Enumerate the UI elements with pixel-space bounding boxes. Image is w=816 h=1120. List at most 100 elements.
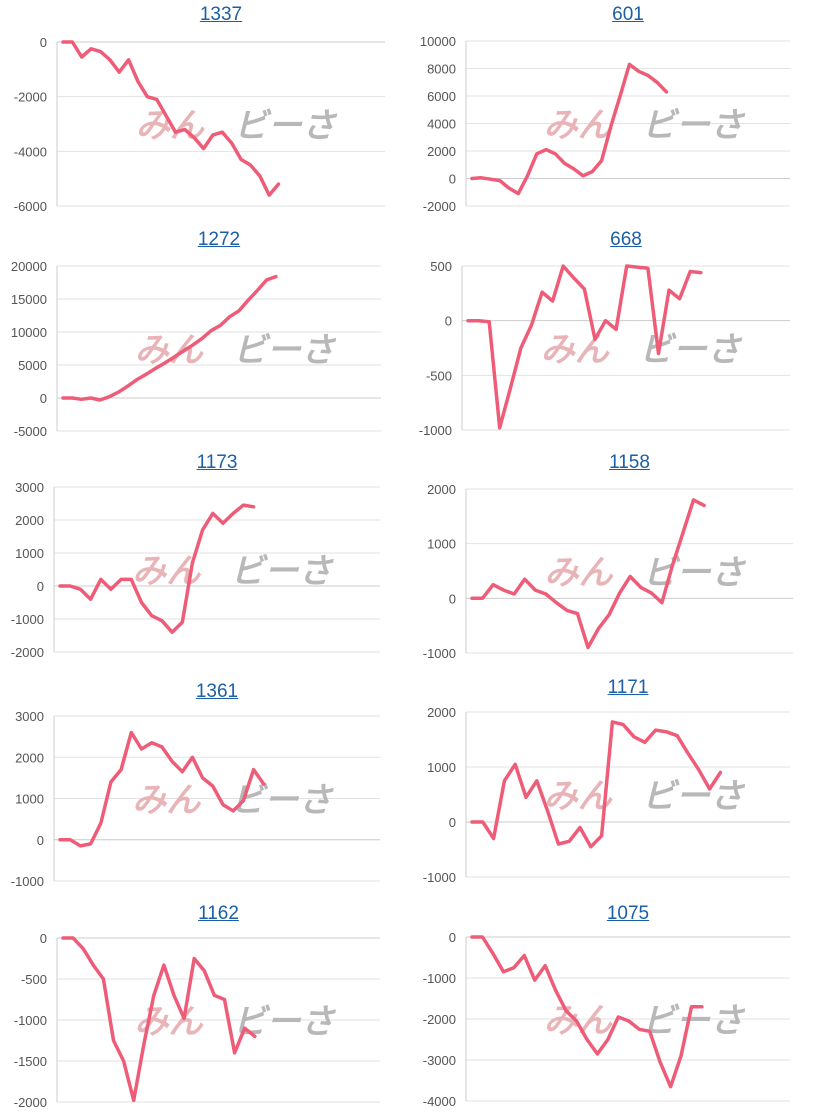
y-tick-label: 1000 [427, 537, 456, 552]
chart-panel: 1162 0 -500 -1000 -1500 -2000 みん ビーさ [0, 903, 408, 1117]
y-tick-label: 5000 [18, 358, 47, 373]
y-tick-label: -500 [21, 972, 47, 987]
series-line [58, 503, 256, 634]
chart-title-link[interactable]: 1158 [609, 452, 650, 473]
y-tick-label: 2000 [427, 144, 456, 159]
y-tick-label: -1000 [423, 646, 456, 661]
y-tick-label: 0 [449, 591, 456, 606]
y-tick-label: -2000 [11, 645, 44, 660]
watermark-logo: ビーさ [642, 553, 746, 593]
watermark-logo: ビーさ [233, 1002, 337, 1042]
series-line [466, 264, 703, 430]
chart-panel: 668 500 0 -500 -1000 みん ビーさ [408, 229, 816, 443]
series-line [470, 498, 706, 650]
watermark-logo: ビーさ [642, 106, 746, 146]
chart-title-link[interactable]: 668 [610, 229, 642, 250]
chart-panel: 1171 2000 1000 0 -1000 みん ビーさ [408, 677, 816, 891]
chart-panel: 1173 3000 2000 1000 0 -1000 -2000 みん ビーさ [0, 452, 408, 666]
watermark-logo: ビーさ [230, 552, 334, 592]
chart-title-link[interactable]: 1162 [198, 903, 239, 924]
y-tick-label: 0 [449, 930, 456, 945]
chart-panel: 1361 3000 2000 1000 0 -1000 みん ビーさ [0, 681, 408, 895]
series-line [61, 40, 281, 197]
y-tick-label: 0 [449, 815, 456, 830]
series-line [470, 720, 723, 849]
y-tick-label: -5000 [14, 424, 47, 439]
y-tick-label: 6000 [427, 89, 456, 104]
watermark-logo: ビーさ [230, 781, 334, 821]
y-tick-label: 1000 [15, 546, 44, 561]
series-line [470, 62, 669, 196]
y-tick-label: 0 [445, 314, 452, 329]
y-tick-label: 500 [430, 259, 452, 274]
y-tick-label: -1000 [14, 1013, 47, 1028]
y-tick-label: 10000 [11, 325, 47, 340]
y-tick-label: -2000 [423, 199, 456, 214]
series-line [58, 730, 266, 848]
y-tick-label: 0 [449, 172, 456, 187]
y-tick-label: -1000 [423, 870, 456, 885]
y-tick-label: -500 [426, 368, 452, 383]
y-tick-label: -1500 [14, 1054, 47, 1069]
y-tick-label: 2000 [15, 750, 44, 765]
y-tick-label: 2000 [427, 482, 456, 497]
y-tick-label: 20000 [11, 259, 47, 274]
y-tick-label: -1000 [423, 971, 456, 986]
chart-panel: 1272 20000 15000 10000 5000 0 -5000 みん ビーさ [0, 229, 408, 443]
y-tick-label: -3000 [423, 1053, 456, 1068]
y-tick-label: -4000 [423, 1094, 456, 1109]
y-tick-label: 2000 [15, 513, 44, 528]
watermark-logo: ビーさ [234, 106, 338, 146]
y-tick-label: 3000 [15, 480, 44, 495]
chart-panel: 601 10000 8000 6000 4000 2000 0 -2000 みん ビーさ [408, 4, 816, 218]
chart-panel: 1158 2000 1000 0 -1000 みん ビーさ [408, 452, 816, 666]
y-tick-label: 0 [37, 579, 44, 594]
y-tick-label: -2000 [14, 1095, 47, 1110]
chart-title-link[interactable]: 1337 [199, 4, 243, 25]
watermark-logo: みん [135, 331, 204, 371]
watermark-logo: ビーさ [639, 330, 743, 370]
chart-svg: 20000 15000 10000 5000 0 -5000 みん ビーさ [11, 259, 381, 439]
y-tick-label: -1000 [419, 423, 452, 438]
y-tick-label: 4000 [427, 117, 456, 132]
chart-title-link[interactable]: 1075 [606, 903, 650, 924]
y-tick-label: 1000 [427, 760, 456, 775]
chart-title-link[interactable]: 601 [612, 4, 644, 25]
chart-title-link[interactable]: 1272 [197, 229, 241, 250]
chart-title-link[interactable]: 1171 [607, 677, 649, 698]
chart-panel: 1337 0 -2000 -4000 -6000 みん ビーさ [0, 4, 408, 218]
chart-title-link[interactable]: 1173 [196, 452, 238, 473]
y-tick-label: 15000 [11, 292, 47, 307]
y-tick-label: 3000 [15, 709, 44, 724]
y-tick-label: 2000 [427, 705, 456, 720]
y-tick-label: 10000 [420, 34, 456, 49]
series-line [470, 935, 704, 1089]
chart-svg: 2000 1000 0 -1000 みん ビーさ [423, 705, 790, 885]
watermark-logo: みん [132, 781, 201, 821]
watermark-logo: みん [544, 777, 613, 817]
chart-svg: 10000 8000 6000 4000 2000 0 -2000 みん ビーさ [420, 34, 790, 214]
watermark-logo: みん [541, 330, 610, 370]
y-tick-label: 0 [40, 931, 47, 946]
chart-svg: 2000 1000 0 -1000 みん ビーさ [423, 482, 793, 661]
y-tick-label: -2000 [14, 90, 47, 105]
y-tick-label: -4000 [14, 144, 47, 159]
y-tick-label: -2000 [423, 1012, 456, 1027]
chart-panel: 1075 0 -1000 -2000 -3000 -4000 みん ビーさ [408, 903, 816, 1117]
chart-title-link[interactable]: 1361 [195, 681, 239, 702]
y-tick-label: 0 [40, 35, 47, 50]
y-tick-label: 8000 [427, 62, 456, 77]
series-line [61, 936, 257, 1103]
chart-svg: 3000 2000 1000 0 -1000 みん ビーさ [11, 709, 380, 889]
y-tick-label: -6000 [14, 199, 47, 214]
y-tick-label: 0 [40, 391, 47, 406]
y-tick-label: 1000 [15, 792, 44, 807]
y-tick-label: -1000 [11, 612, 44, 627]
y-tick-label: -1000 [11, 874, 44, 889]
chart-svg: 500 0 -500 -1000 みん ビーさ [419, 259, 790, 438]
watermark-logo: ビーさ [642, 777, 746, 817]
